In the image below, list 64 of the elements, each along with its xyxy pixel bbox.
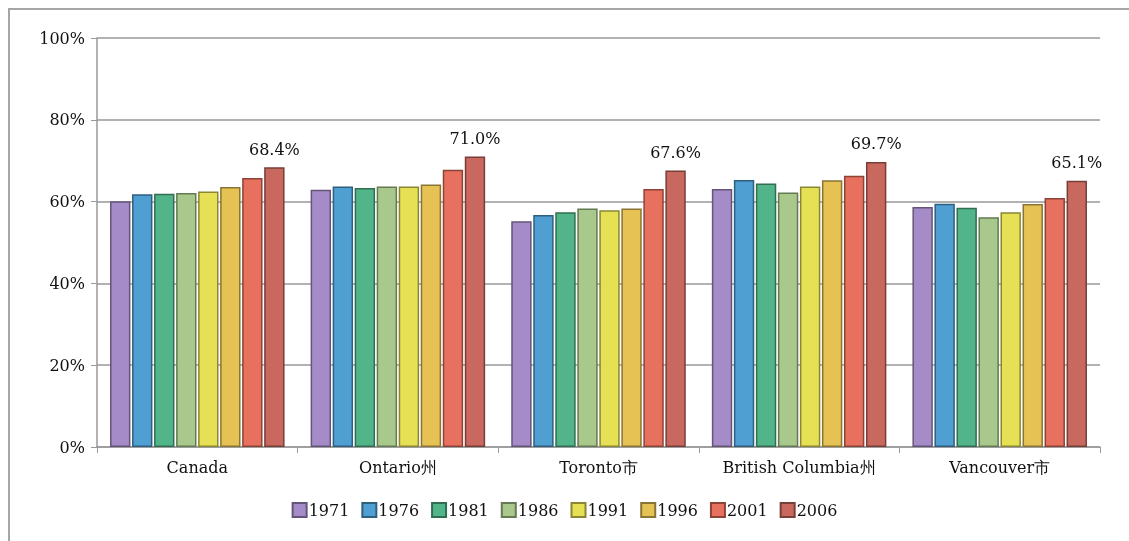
legend-label: 1986: [517, 500, 559, 520]
bar: [1000, 212, 1021, 447]
bar: [354, 188, 376, 447]
y-tick-label: 20%: [49, 355, 85, 375]
bar: [154, 193, 175, 447]
bar: [956, 207, 977, 447]
bar: [777, 192, 799, 447]
bar: [934, 203, 955, 447]
bar: [420, 184, 442, 447]
bar: [755, 183, 777, 447]
bar: [398, 186, 420, 447]
bar: [1044, 197, 1065, 447]
legend-label: 1976: [378, 500, 420, 520]
bar: [1066, 180, 1087, 447]
bar: [665, 170, 686, 447]
bar: [621, 208, 642, 447]
data-label: 68.4%: [248, 139, 300, 159]
bar: [442, 169, 464, 447]
x-tick-label: Canada: [166, 457, 229, 477]
y-tick-label: 100%: [39, 28, 85, 48]
bar: [912, 206, 933, 447]
bar: [978, 217, 999, 447]
bar: [310, 189, 332, 447]
bar: [577, 208, 598, 447]
data-label: 71.0%: [449, 129, 501, 149]
bar: [555, 212, 576, 447]
bar: [733, 179, 755, 447]
bar: [1022, 204, 1043, 447]
legend-label: 1981: [448, 500, 489, 520]
x-tick-label: Vancouver市: [948, 457, 1051, 477]
bar: [643, 188, 664, 447]
legend-label: 1991: [587, 500, 629, 520]
y-tick-label: 60%: [49, 192, 85, 212]
x-tick-label: British Columbia州: [722, 457, 876, 477]
bar: [220, 186, 241, 447]
bar: [533, 215, 554, 447]
bar: [132, 194, 153, 447]
y-tick-label: 80%: [49, 110, 85, 130]
bar: [799, 186, 821, 447]
bar: [264, 167, 285, 447]
bar: [821, 180, 843, 447]
bar: [242, 177, 263, 447]
bar: [843, 175, 865, 447]
data-label: 69.7%: [850, 134, 902, 154]
x-tick-label: Ontario州: [359, 457, 437, 477]
data-label: 67.6%: [650, 143, 701, 163]
legend-label: 2006: [796, 500, 838, 520]
bar: [332, 186, 354, 447]
bar: [376, 186, 398, 447]
bar: [176, 193, 197, 447]
legend-label: 2001: [726, 500, 768, 520]
bar: [110, 201, 131, 447]
bar: [599, 210, 620, 447]
x-tick-label: Toronto市: [559, 457, 638, 477]
bar: [711, 188, 733, 447]
bar: [511, 221, 532, 447]
legend-label: 1971: [308, 500, 350, 520]
y-tick-label: 0%: [59, 437, 85, 457]
bar: [464, 156, 486, 447]
y-tick-label: 40%: [49, 273, 85, 293]
data-label: 65.1%: [1051, 153, 1103, 173]
legend-label: 1996: [657, 500, 698, 520]
bar: [198, 191, 219, 447]
bar: [865, 161, 887, 447]
